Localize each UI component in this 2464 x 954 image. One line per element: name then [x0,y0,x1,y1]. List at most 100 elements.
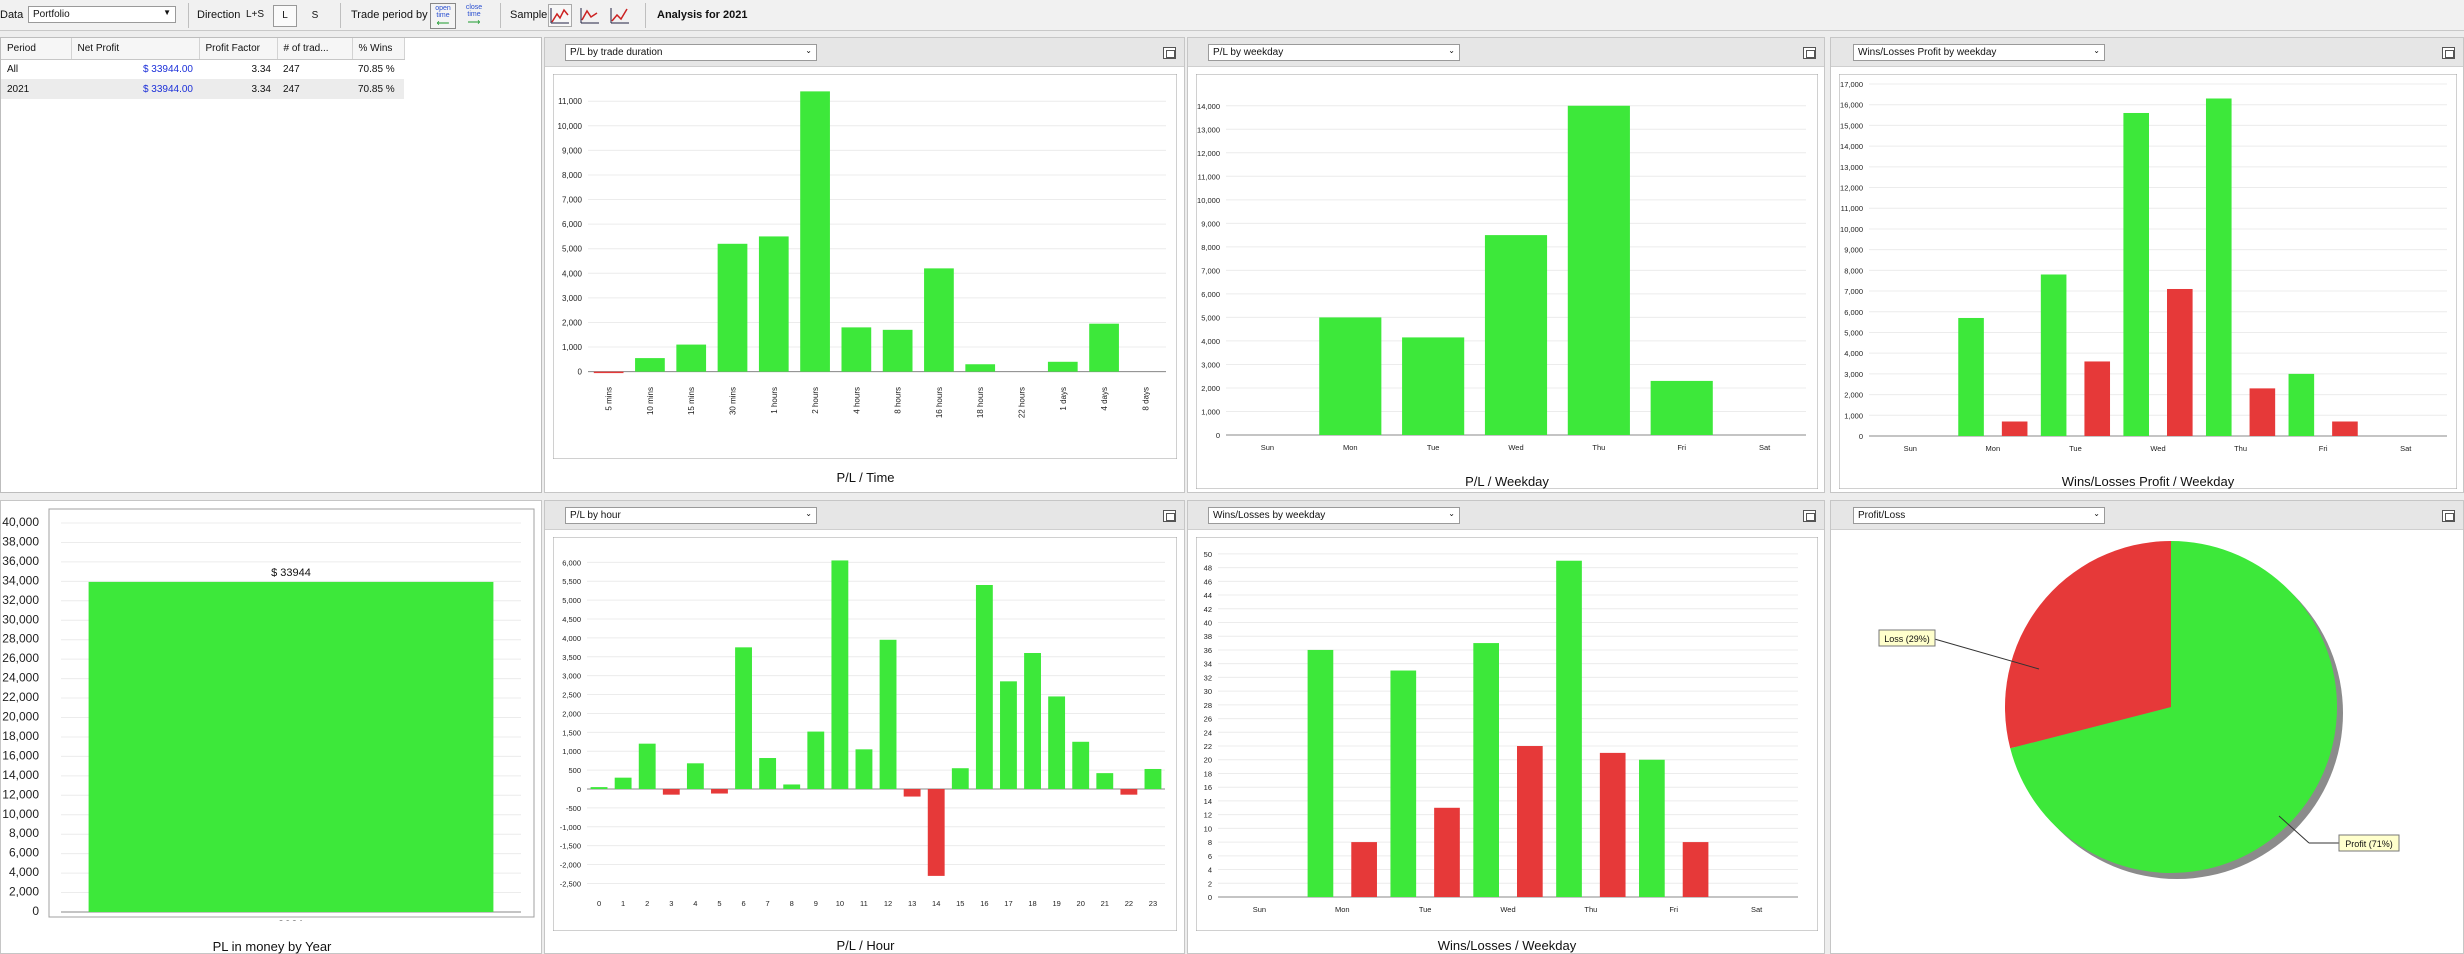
x-tick-label: Sat [2400,444,2412,453]
maximize-icon[interactable] [1163,510,1176,522]
bar [924,268,954,372]
chart-type-select[interactable]: Wins/Losses Profit by weekday ⌄ [1853,44,2105,61]
y-tick-label: 38 [1204,632,1212,641]
bar [1402,337,1465,435]
close-time-button[interactable]: close time ⟶ [461,3,487,29]
column-header[interactable]: % Wins [352,38,405,60]
direction-all-button[interactable]: L+S [246,9,265,20]
x-tick-label: Sat [1751,905,1763,914]
plot-frame [553,74,1177,459]
y-tick-label: 8,000 [1844,266,1863,275]
x-tick-label: Mon [1986,444,2001,453]
x-tick-label: 5 [717,899,721,908]
chart-caption: PL in money by Year [212,939,332,954]
direction-long-button[interactable]: L [273,5,297,27]
y-tick-label: 46 [1204,577,1212,586]
bar [1307,649,1334,897]
bar [882,329,913,372]
x-tick-label: Thu [2234,444,2247,453]
x-tick-label: Sun [1253,905,1266,914]
x-tick-label: Wed [1500,905,1515,914]
column-header[interactable]: Period [1,38,72,60]
maximize-icon[interactable] [2442,510,2455,522]
maximize-icon[interactable] [1163,47,1176,59]
x-tick-label: 8 hours [894,387,903,414]
maximize-icon[interactable] [1803,47,1816,59]
y-tick-label: 28,000 [2,632,39,646]
y-tick-label: 11,000 [1841,204,1863,213]
bar [1120,789,1138,795]
table-row[interactable]: 2021 $ 33944.00 3.34 247 70.85 % [1,79,404,99]
x-tick-label: 10 [836,899,844,908]
x-tick-label: Sun [1904,444,1917,453]
open-time-label: open time [435,5,451,19]
x-tick-label: 15 mins [687,387,696,415]
column-header[interactable]: # of trad... [277,38,353,60]
bar [1958,317,1984,436]
sample-chart-2-button[interactable] [578,4,602,27]
chart-type-select[interactable]: P/L by trade duration ⌄ [565,44,817,61]
column-header[interactable]: Net Profit [71,38,200,60]
y-tick-label: 5,500 [562,577,581,586]
panel-header: P/L by weekday ⌄ [1188,38,1824,67]
y-tick-label: 4,000 [1844,349,1863,358]
chart-type-select[interactable]: P/L by weekday ⌄ [1208,44,1460,61]
plot-frame [553,537,1177,931]
sample-chart-3-button[interactable] [608,4,632,27]
y-tick-label: 17,000 [1840,80,1863,89]
bar [686,763,704,789]
bar [1556,560,1582,897]
pie-panel: Profit/Loss ⌄ Loss (29%) Profit (71%) [1830,500,2464,954]
y-tick-label: 14,000 [1197,102,1220,111]
chart-type-select[interactable]: Wins/Losses by weekday ⌄ [1208,507,1460,524]
y-tick-label: 8,000 [9,826,39,840]
sample-label: Sample [510,9,548,21]
x-tick-label: Sun [1261,443,1274,452]
wl-count-chart: 0246810121416182022242628303234363840424… [1196,537,1818,931]
y-tick-label: 0 [1208,893,1212,902]
direction-short-button[interactable]: S [311,10,319,21]
chart-type-select[interactable]: Profit/Loss ⌄ [1853,507,2105,524]
bar [593,371,624,374]
bar [590,787,608,789]
maximize-icon[interactable] [2442,47,2455,59]
bar [638,743,656,789]
select-value: P/L by trade duration [570,47,663,58]
x-tick-label: 4 hours [852,387,861,414]
bar [2001,421,2028,436]
bar [676,344,707,372]
maximize-icon[interactable] [1803,510,1816,522]
bar [88,581,494,912]
y-tick-label: 50 [1204,550,1212,559]
open-time-button[interactable]: open time ⟵ [430,3,456,29]
y-tick-label: 1,000 [562,747,581,756]
bar [903,789,921,797]
table-row[interactable]: All $ 33944.00 3.34 247 70.85 % [1,59,404,79]
y-tick-label: 8 [1208,838,1212,847]
y-tick-label: 32,000 [2,593,39,607]
y-tick-label: 10,000 [558,122,583,131]
y-tick-label: 2 [1208,879,1212,888]
y-tick-label: 6 [1208,852,1212,861]
y-tick-label: 18 [1204,769,1212,778]
profit-factor-cell: 3.34 [251,63,271,75]
data-select[interactable]: Portfolio ▼ [28,6,176,23]
chart-caption: P/L / Weekday [1465,474,1549,489]
y-tick-label: 7,000 [1844,287,1863,296]
x-tick-label: 30 mins [729,387,738,415]
x-tick-label: Tue [1419,905,1432,914]
x-tick-label: 0 [597,899,601,908]
column-header[interactable]: Profit Factor [199,38,278,60]
panel-header: Wins/Losses Profit by weekday ⌄ [1831,38,2463,67]
panel-header: Wins/Losses by weekday ⌄ [1188,501,1824,530]
leader-line [2278,815,2310,844]
y-tick-label: 9,000 [1201,219,1220,228]
bar [711,789,728,794]
y-tick-label: -1,500 [560,842,581,851]
bar [1567,105,1630,436]
sample-chart-1-button[interactable] [548,4,572,27]
y-tick-label: 13,000 [1197,125,1220,134]
bar [2332,421,2358,436]
y-tick-label: 30,000 [2,612,39,626]
chart-type-select[interactable]: P/L by hour ⌄ [565,507,817,524]
